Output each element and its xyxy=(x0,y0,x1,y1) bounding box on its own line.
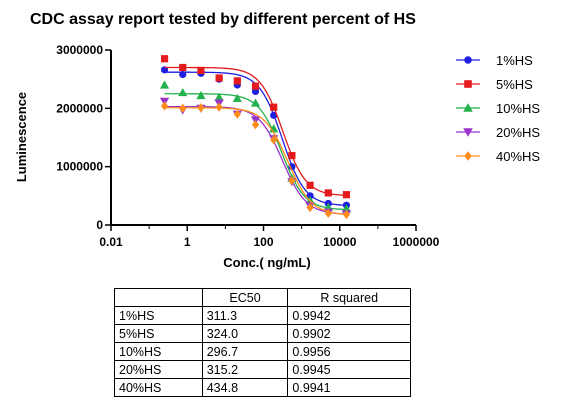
table-cell: 5%HS xyxy=(114,324,203,343)
data-point xyxy=(179,63,187,72)
chart: CDC assay report tested by different per… xyxy=(14,11,540,270)
table-cell: 311.3 xyxy=(201,306,289,325)
table-cell: 0.9941 xyxy=(287,378,411,397)
data-point xyxy=(341,204,352,213)
data-point xyxy=(196,90,206,100)
table-cell: 0.9945 xyxy=(287,360,411,379)
chart-title: CDC assay report tested by different per… xyxy=(30,11,416,28)
x-axis-title: Conc.( ng/mL) xyxy=(223,255,310,270)
table-cell: 315.2 xyxy=(201,360,289,379)
legend-label: 10%HS xyxy=(496,101,540,116)
legend-marker xyxy=(463,128,473,137)
legend-label: 5%HS xyxy=(496,77,533,92)
y-tick-label: 2000000 xyxy=(56,101,103,115)
legend-marker xyxy=(463,103,473,112)
table-cell: 324.0 xyxy=(201,324,289,343)
x-tick-label: 1 xyxy=(184,235,191,249)
data-point xyxy=(251,82,260,90)
data-point xyxy=(197,103,205,113)
data-point xyxy=(233,109,241,119)
x-tick-label: 10000 xyxy=(323,235,357,249)
data-point xyxy=(160,55,169,63)
data-point xyxy=(270,135,278,145)
data-point xyxy=(288,163,296,171)
legend-label: 20%HS xyxy=(496,125,540,140)
table-cell: 0.9942 xyxy=(287,306,411,325)
x-tick-label: 1000000 xyxy=(393,235,440,249)
table-cell: 0.9902 xyxy=(287,324,411,343)
table-header-cell xyxy=(114,288,203,307)
table-cell: 40%HS xyxy=(114,378,203,397)
table-header-row: EC50 R squared xyxy=(114,288,411,307)
legend-marker xyxy=(464,151,472,161)
data-point xyxy=(288,176,296,186)
data-point xyxy=(306,181,314,189)
table-row: 20%HS 315.2 0.9945 xyxy=(114,360,411,379)
series-fit-curve xyxy=(164,66,347,196)
y-tick-label: 1000000 xyxy=(56,160,103,174)
data-point xyxy=(324,208,332,218)
data-point xyxy=(179,103,187,113)
table-cell: 1%HS xyxy=(114,306,203,325)
y-axis-title: Luminescence xyxy=(14,92,29,182)
data-point xyxy=(197,66,205,75)
table-row: 1%HS 311.3 0.9942 xyxy=(114,306,411,325)
data-point xyxy=(215,74,223,82)
data-point xyxy=(270,111,278,119)
data-point xyxy=(251,120,260,130)
table-cell: 0.9956 xyxy=(287,342,411,361)
legend: 1%HS 5%HS 10%HS 20%HS 40%HS xyxy=(456,53,540,164)
table-cell: 296.7 xyxy=(201,342,289,361)
data-point xyxy=(178,87,188,97)
table-cell: 20%HS xyxy=(114,360,203,379)
y-tick-label: 3000000 xyxy=(56,43,103,57)
data-point xyxy=(232,93,242,103)
data-point xyxy=(324,189,332,197)
table-cell: 10%HS xyxy=(114,342,203,361)
plot-area: 0.01 1 100 10000 1000000 0 1000000 2000000 30000… xyxy=(56,43,439,249)
data-point xyxy=(250,98,261,107)
data-point xyxy=(160,101,169,111)
data-point xyxy=(306,202,314,213)
data-point xyxy=(342,191,351,199)
table-cell: 434.8 xyxy=(201,378,289,397)
x-tick-label: 0.01 xyxy=(99,235,123,249)
data-point xyxy=(288,151,296,160)
table-row: 40%HS 434.8 0.9941 xyxy=(114,378,411,397)
series-fit-curve xyxy=(164,93,347,211)
data-point xyxy=(215,102,223,112)
data-point xyxy=(233,77,241,85)
legend-marker xyxy=(464,56,472,64)
legend-label: 40%HS xyxy=(496,149,540,164)
series-fit-curve xyxy=(164,107,347,215)
data-point xyxy=(159,80,170,89)
legend-label: 1%HS xyxy=(496,53,533,68)
y-tick-label: 0 xyxy=(96,218,103,232)
data-point xyxy=(214,92,224,101)
table-row: 10%HS 296.7 0.9956 xyxy=(114,342,411,361)
ec50-table: EC50 R squared 1%HS 311.3 0.9942 5%HS 32… xyxy=(114,288,411,397)
data-point xyxy=(270,103,278,111)
data-point xyxy=(179,70,187,79)
table-header-cell: R squared xyxy=(287,288,411,307)
table-header-cell: EC50 xyxy=(201,288,289,307)
table-row: 5%HS 324.0 0.9902 xyxy=(114,324,411,343)
data-point xyxy=(306,192,314,200)
x-tick-label: 100 xyxy=(253,235,273,249)
data-point xyxy=(342,209,351,220)
legend-marker xyxy=(464,80,472,88)
